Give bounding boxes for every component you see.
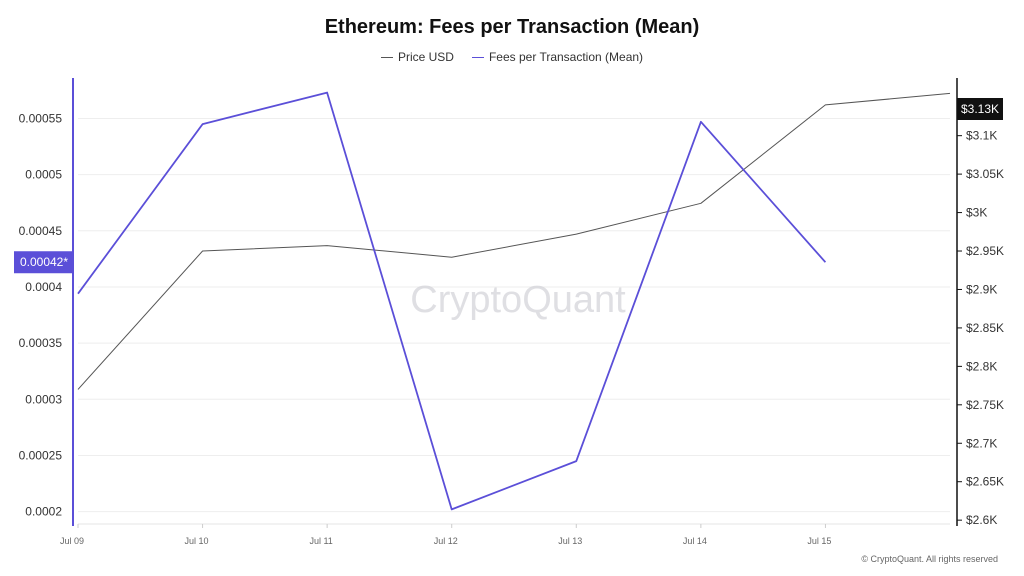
y-left-tick-label: 0.00035 bbox=[19, 336, 63, 350]
y-left-tick-label: 0.0003 bbox=[25, 392, 62, 406]
y-right-tick-label: $2.9K bbox=[966, 282, 997, 296]
y-left-tick-label: 0.0002 bbox=[25, 505, 62, 519]
legend-swatch-price bbox=[380, 56, 393, 58]
y-left-tick-label: 0.00025 bbox=[19, 448, 63, 462]
y-left-tick-label: 0.0004 bbox=[25, 280, 62, 294]
y-right-tick-label: $2.8K bbox=[966, 359, 997, 373]
current-price-badge bbox=[957, 98, 1003, 120]
x-tick-label: Jul 11 bbox=[309, 536, 332, 546]
legend-label-fees: Fees per Transaction (Mean) bbox=[488, 50, 644, 64]
y-left-tick-label: 0.0005 bbox=[25, 168, 62, 182]
y-left-tick-label: 0.00055 bbox=[19, 111, 63, 125]
x-tick-label: Jul 10 bbox=[185, 536, 209, 546]
y-right-tick-label: $2.7K bbox=[966, 436, 997, 450]
x-tick-label: Jul 14 bbox=[683, 536, 707, 546]
current-fees-label: 0.00042* bbox=[20, 255, 68, 269]
chart-legend: Price USD Fees per Transaction (Mean) bbox=[0, 50, 1024, 64]
legend-swatch-fees bbox=[471, 56, 484, 58]
y-right-tick-label: $2.65K bbox=[966, 475, 1004, 489]
chart-title: Ethereum: Fees per Transaction (Mean) bbox=[324, 16, 700, 38]
y-right-tick-label: $2.95K bbox=[966, 244, 1004, 258]
y-left-tick-label: 0.00045 bbox=[19, 224, 63, 238]
legend-item-price[interactable]: Price USD bbox=[380, 50, 454, 64]
y-right-tick-label: $2.85K bbox=[966, 321, 1004, 335]
price-usd-line bbox=[77, 92, 951, 390]
y-right-tick-label: $3.05K bbox=[966, 167, 1004, 181]
x-tick-label: Jul 13 bbox=[558, 536, 582, 546]
y-right-tick-label: $2.75K bbox=[966, 398, 1004, 412]
legend-label-price: Price USD bbox=[397, 50, 454, 64]
x-tick-label: Jul 15 bbox=[807, 536, 831, 546]
y-right-tick-label: $3.1K bbox=[966, 129, 997, 143]
watermark-text: CryptoQuant bbox=[410, 279, 626, 321]
footer-credit: © CryptoQuant. All rights reserved bbox=[861, 554, 998, 564]
x-tick-label: Jul 09 bbox=[60, 536, 84, 546]
x-tick-label: Jul 12 bbox=[434, 536, 458, 546]
legend-item-fees[interactable]: Fees per Transaction (Mean) bbox=[471, 50, 644, 64]
current-price-label: $3.13K bbox=[961, 102, 999, 116]
current-fees-badge bbox=[14, 251, 74, 274]
y-right-tick-label: $3K bbox=[966, 206, 987, 220]
y-right-tick-label: $2.6K bbox=[966, 513, 997, 527]
